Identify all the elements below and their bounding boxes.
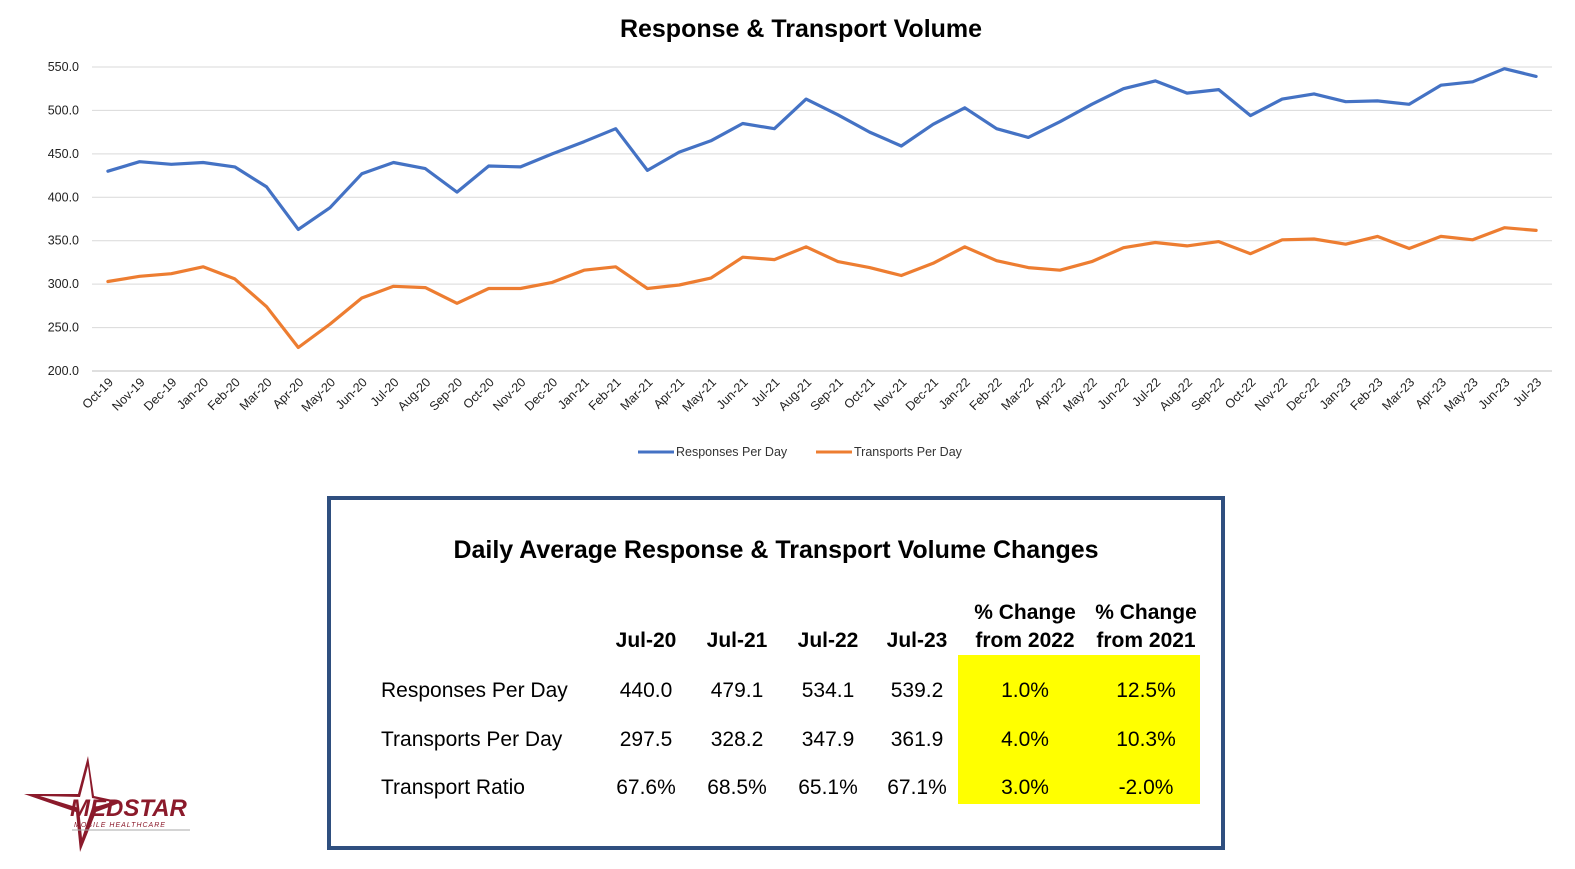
x-tick-label: Jan-23	[1317, 375, 1354, 412]
x-tick-label: Feb-23	[1348, 375, 1386, 413]
table-cell: 65.1%	[798, 776, 858, 799]
table-cell: 361.9	[890, 728, 944, 751]
x-tick-label: Nov-22	[1252, 375, 1290, 413]
pct-cell: 1.0%	[1001, 679, 1049, 702]
table-cell: 479.1	[710, 679, 764, 702]
y-tick-label: 500.0	[48, 103, 79, 117]
logo-subtext: MOBILE HEALTHCARE	[74, 822, 166, 829]
x-tick-label: Jun-22	[1095, 375, 1132, 412]
x-tick-label: Jun-21	[714, 375, 751, 412]
y-tick-label: 200.0	[48, 364, 79, 378]
column-header: Jul-22	[797, 629, 859, 652]
x-tick-label: Mar-21	[618, 375, 656, 413]
x-tick-label: Sep-20	[427, 375, 465, 413]
x-tick-label: Dec-22	[1284, 375, 1322, 413]
pct-column-header: % Change	[974, 601, 1076, 624]
y-tick-label: 400.0	[48, 190, 79, 204]
x-tick-label: Jan-22	[936, 375, 973, 412]
x-tick-label: Jul-23	[1510, 375, 1544, 409]
row-label: Transports Per Day	[381, 728, 563, 751]
table-cell: 68.5%	[707, 776, 767, 799]
table-cell: 297.5	[619, 728, 673, 751]
logo-star-inner	[40, 766, 112, 838]
x-tick-label: Nov-20	[490, 375, 528, 413]
y-tick-label: 450.0	[48, 147, 79, 161]
x-tick-label: Mar-23	[1379, 375, 1417, 413]
pct-column-header: % Change	[1095, 601, 1197, 624]
x-tick-label: May-23	[1441, 375, 1480, 414]
y-tick-label: 550.0	[48, 60, 79, 74]
legend-label: Responses Per Day	[676, 445, 788, 459]
x-tick-label: Sep-22	[1188, 375, 1226, 413]
y-tick-label: 350.0	[48, 234, 79, 248]
row-label: Responses Per Day	[381, 679, 568, 702]
x-tick-label: Jan-21	[555, 375, 592, 412]
pct-cell: -2.0%	[1118, 776, 1174, 799]
table-body: Jul-20 Jul-21 Jul-22 Jul-23 % Change from 202…	[331, 500, 1221, 846]
x-tick-label: Jun-23	[1476, 375, 1513, 412]
pct-cell: 4.0%	[1001, 728, 1049, 751]
x-tick-label: Nov-19	[109, 375, 147, 413]
column-header: Jul-23	[886, 629, 948, 652]
table-cell: 440.0	[619, 679, 673, 702]
x-tick-label: May-21	[680, 375, 719, 414]
x-tick-label: Jan-20	[174, 375, 211, 412]
table-cell: 67.6%	[616, 776, 676, 799]
table-title: Daily Average Response & Transport Volum…	[453, 536, 1099, 564]
row-label: Transport Ratio	[381, 776, 525, 799]
chart-title: Response & Transport Volume	[620, 15, 982, 43]
line-chart: Response & Transport Volume 200.0 250.0 30…	[48, 15, 1552, 459]
highlight-region	[958, 655, 1200, 804]
x-tick-label: Aug-20	[395, 375, 433, 413]
x-tick-label: Dec-20	[522, 375, 560, 413]
x-tick-label: Sep-21	[808, 375, 846, 413]
y-tick-label: 250.0	[48, 321, 79, 335]
y-tick-label: 300.0	[48, 277, 79, 291]
chart-series	[106, 67, 1538, 350]
column-header: Jul-20	[615, 629, 677, 652]
y-axis: 200.0 250.0 300.0 350.0 400.0 450.0 500.0 550.0	[48, 60, 79, 378]
x-tick-label: Dec-19	[141, 375, 179, 413]
series-line	[106, 67, 1538, 231]
x-tick-label: Aug-22	[1157, 375, 1195, 413]
table-cell: 347.9	[801, 728, 855, 751]
pct-cell: 3.0%	[1001, 776, 1049, 799]
x-tick-label: Feb-20	[205, 375, 243, 413]
x-tick-label: Mar-20	[237, 375, 275, 413]
legend-label: Transports Per Day	[854, 445, 963, 459]
table-cell: 534.1	[801, 679, 855, 702]
chart-legend: Responses Per Day Transports Per Day	[638, 445, 963, 459]
column-header: Jul-21	[706, 629, 768, 652]
x-tick-label: Dec-21	[903, 375, 941, 413]
x-tick-label: Mar-22	[999, 375, 1037, 413]
x-tick-label: Feb-21	[586, 375, 624, 413]
x-tick-label: Nov-21	[871, 375, 909, 413]
pct-cell: 10.3%	[1116, 728, 1176, 751]
medstar-logo: MEDSTAR MOBILE HEALTHCARE	[24, 756, 190, 852]
pct-column-header: from 2021	[1096, 629, 1196, 652]
volume-changes-table: Daily Average Response & Transport Volum…	[327, 496, 1225, 850]
x-tick-label: Feb-22	[967, 375, 1005, 413]
x-tick-label: May-20	[299, 375, 338, 414]
x-tick-label: Aug-21	[776, 375, 814, 413]
logo-text: MEDSTAR	[70, 795, 188, 822]
pct-cell: 12.5%	[1116, 679, 1176, 702]
x-axis: Oct-19Nov-19Dec-19Jan-20Feb-20Mar-20Apr-…	[80, 375, 1545, 414]
table-cell: 67.1%	[887, 776, 947, 799]
table-cell: 539.2	[890, 679, 944, 702]
x-tick-label: May-22	[1061, 375, 1100, 414]
x-tick-label: Jun-20	[333, 375, 370, 412]
pct-column-header: from 2022	[975, 629, 1075, 652]
series-line	[106, 226, 1538, 350]
chart-gridlines	[92, 66, 1552, 372]
table-cell: 328.2	[710, 728, 764, 751]
